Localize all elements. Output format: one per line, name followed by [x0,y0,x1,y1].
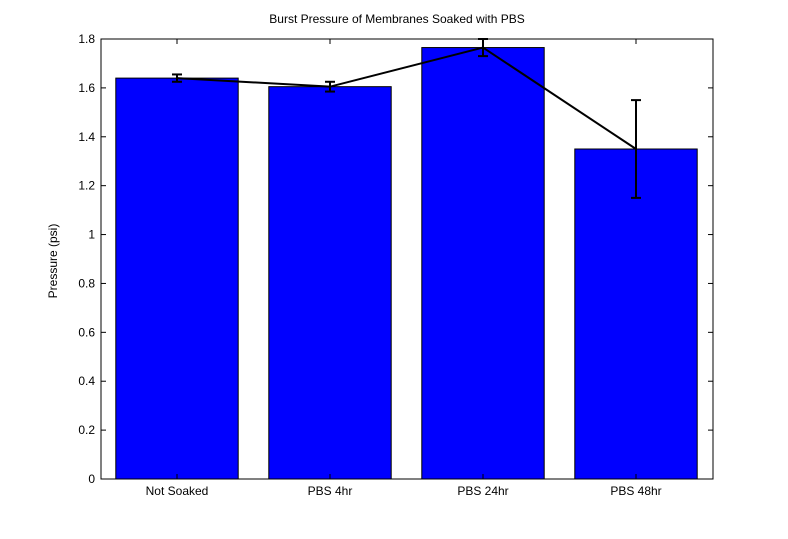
y-tick-label: 0 [88,472,95,486]
error-bars-layer [172,38,641,199]
bar-pbs-4hr [268,86,392,480]
x-tick-label: PBS 48hr [610,484,661,498]
y-axis-label: Pressure (psi) [46,224,60,299]
y-tick-label: 1.2 [78,179,95,193]
ticks-layer: 0 0.2 0.4 0.6 0.8 1 1.2 1.4 1.6 1.8 Not Soaked PBS … [78,32,713,498]
y-tick-label: 0.6 [78,325,95,339]
bar-pbs-48hr [574,148,698,480]
y-tick-label: 1 [88,228,95,242]
y-tick-label: 1.4 [78,130,95,144]
x-tick-label: Not Soaked [146,484,209,498]
bar-pbs-24hr [421,47,545,480]
y-tick-label: 1.6 [78,81,95,95]
y-tick-label: 0.8 [78,276,95,290]
y-tick-label: 0.4 [78,374,95,388]
y-tick-label: 1.8 [78,32,95,46]
line-layer [176,46,637,150]
x-tick-label: PBS 4hr [308,484,353,498]
chart-title: Burst Pressure of Membranes Soaked with … [269,12,524,26]
bars-layer [115,47,698,480]
plot-frame [100,38,714,480]
bar-not-soaked [115,77,239,480]
x-tick-label: PBS 24hr [457,484,508,498]
series-line [176,46,637,150]
y-tick-label: 0.2 [78,423,95,437]
